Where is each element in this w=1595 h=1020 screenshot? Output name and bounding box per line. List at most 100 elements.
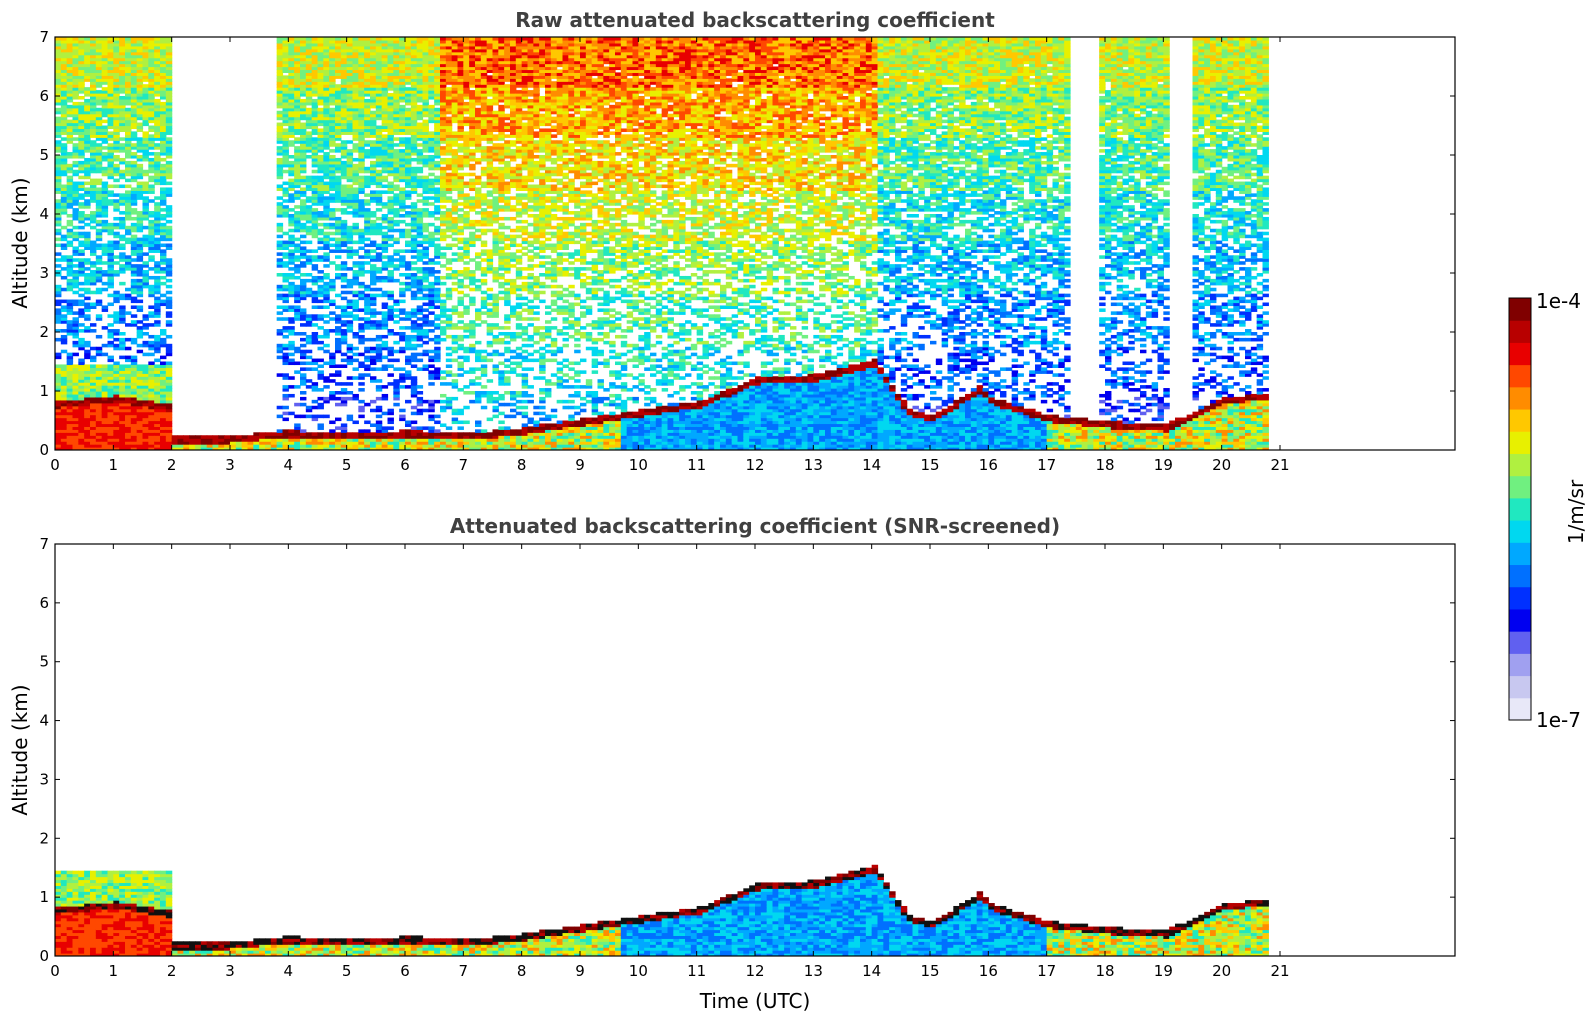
heatmap-cell	[113, 184, 120, 189]
heatmap-cell	[165, 149, 173, 153]
heatmap-cell	[300, 261, 307, 265]
heatmap-cell	[78, 75, 85, 79]
heatmap-cell	[288, 84, 295, 88]
heatmap-cell	[282, 63, 289, 68]
heatmap-cell	[335, 267, 342, 271]
heatmap-cell	[422, 45, 429, 50]
heatmap-cell	[387, 184, 394, 189]
heatmap-cell	[130, 146, 138, 150]
heatmap-cell	[305, 84, 313, 88]
heatmap-cell	[375, 270, 383, 274]
heatmap-cell	[125, 323, 132, 327]
heatmap-cell	[55, 284, 62, 289]
heatmap-cell	[84, 42, 91, 47]
heatmap-cell	[160, 54, 167, 59]
heatmap-cell	[107, 340, 114, 345]
heatmap-cell	[107, 302, 114, 307]
heatmap-cell	[66, 432, 74, 436]
heatmap-cell	[84, 98, 91, 103]
heatmap-cell	[95, 202, 103, 206]
heatmap-cell	[130, 367, 138, 371]
heatmap-cell	[381, 166, 389, 171]
heatmap-cell	[276, 258, 284, 262]
heatmap-cell	[311, 278, 319, 283]
heatmap-cell	[422, 160, 429, 165]
heatmap-cell	[130, 240, 138, 245]
heatmap-cell	[66, 287, 74, 292]
heatmap-cell	[66, 405, 74, 410]
heatmap-cell	[352, 175, 359, 180]
heatmap-cell	[393, 447, 400, 450]
heatmap-cell	[381, 75, 389, 79]
heatmap-cell	[364, 54, 371, 59]
heatmap-cell	[276, 87, 284, 91]
heatmap-cell	[276, 157, 284, 162]
heatmap-cell	[119, 343, 126, 348]
heatmap-cell	[300, 131, 307, 135]
heatmap-cell	[399, 63, 406, 68]
heatmap-cell	[399, 175, 406, 180]
heatmap-cell	[311, 178, 319, 183]
heatmap-cell	[66, 373, 74, 377]
heatmap-cell	[381, 311, 389, 315]
heatmap-cell	[160, 258, 167, 262]
heatmap-cell	[288, 432, 295, 436]
heatmap-cell	[311, 314, 319, 318]
heatmap-cell	[375, 193, 383, 197]
heatmap-cell	[60, 308, 68, 312]
heatmap-cell	[66, 417, 74, 422]
heatmap-cell	[84, 426, 91, 430]
heatmap-cell	[364, 119, 371, 124]
heatmap-cell	[119, 146, 126, 150]
heatmap-cell	[154, 402, 161, 407]
heatmap-cell	[60, 155, 68, 159]
heatmap-cell	[160, 149, 167, 153]
heatmap-cell	[311, 444, 319, 448]
heatmap-cell	[165, 334, 173, 339]
heatmap-cell	[224, 444, 231, 448]
heatmap-cell	[352, 98, 359, 103]
heatmap-cell	[154, 163, 161, 168]
heatmap-cell	[346, 125, 354, 130]
heatmap-cell	[130, 364, 138, 368]
heatmap-cell	[95, 128, 103, 132]
heatmap-cell	[364, 420, 371, 425]
heatmap-cell	[364, 110, 371, 115]
heatmap-cell	[142, 90, 149, 94]
heatmap-cell	[399, 261, 406, 265]
heatmap-cell	[78, 63, 85, 68]
heatmap-cell	[113, 113, 120, 118]
heatmap-cell	[300, 51, 307, 56]
heatmap-cell	[387, 373, 394, 377]
heatmap-cell	[346, 140, 354, 144]
heatmap-cell	[288, 169, 295, 174]
heatmap-cell	[358, 78, 365, 82]
heatmap-cell	[294, 385, 301, 389]
heatmap-cell	[335, 417, 342, 422]
heatmap-cell	[410, 149, 418, 153]
heatmap-cell	[95, 237, 103, 242]
heatmap-cell	[130, 296, 138, 301]
heatmap-cell	[95, 157, 103, 162]
heatmap-cell	[230, 438, 237, 442]
heatmap-cell	[288, 284, 295, 289]
heatmap-cell	[410, 131, 418, 135]
heatmap-cell	[329, 373, 336, 377]
heatmap-cell	[399, 160, 406, 165]
heatmap-cell	[358, 51, 365, 56]
heatmap-cell	[340, 237, 348, 242]
heatmap-cell	[66, 376, 74, 380]
heatmap-cell	[375, 66, 383, 71]
heatmap-cell	[253, 441, 260, 445]
heatmap-cell	[276, 84, 284, 88]
heatmap-cell	[113, 447, 120, 450]
heatmap-cell	[90, 273, 97, 277]
heatmap-cell	[148, 414, 155, 419]
heatmap-cell	[148, 187, 155, 191]
heatmap-cell	[55, 134, 62, 138]
heatmap-cell	[154, 216, 161, 221]
heatmap-cell	[60, 187, 68, 191]
heatmap-cell	[329, 84, 336, 88]
heatmap-cell	[230, 444, 237, 448]
heatmap-cell	[370, 438, 377, 442]
